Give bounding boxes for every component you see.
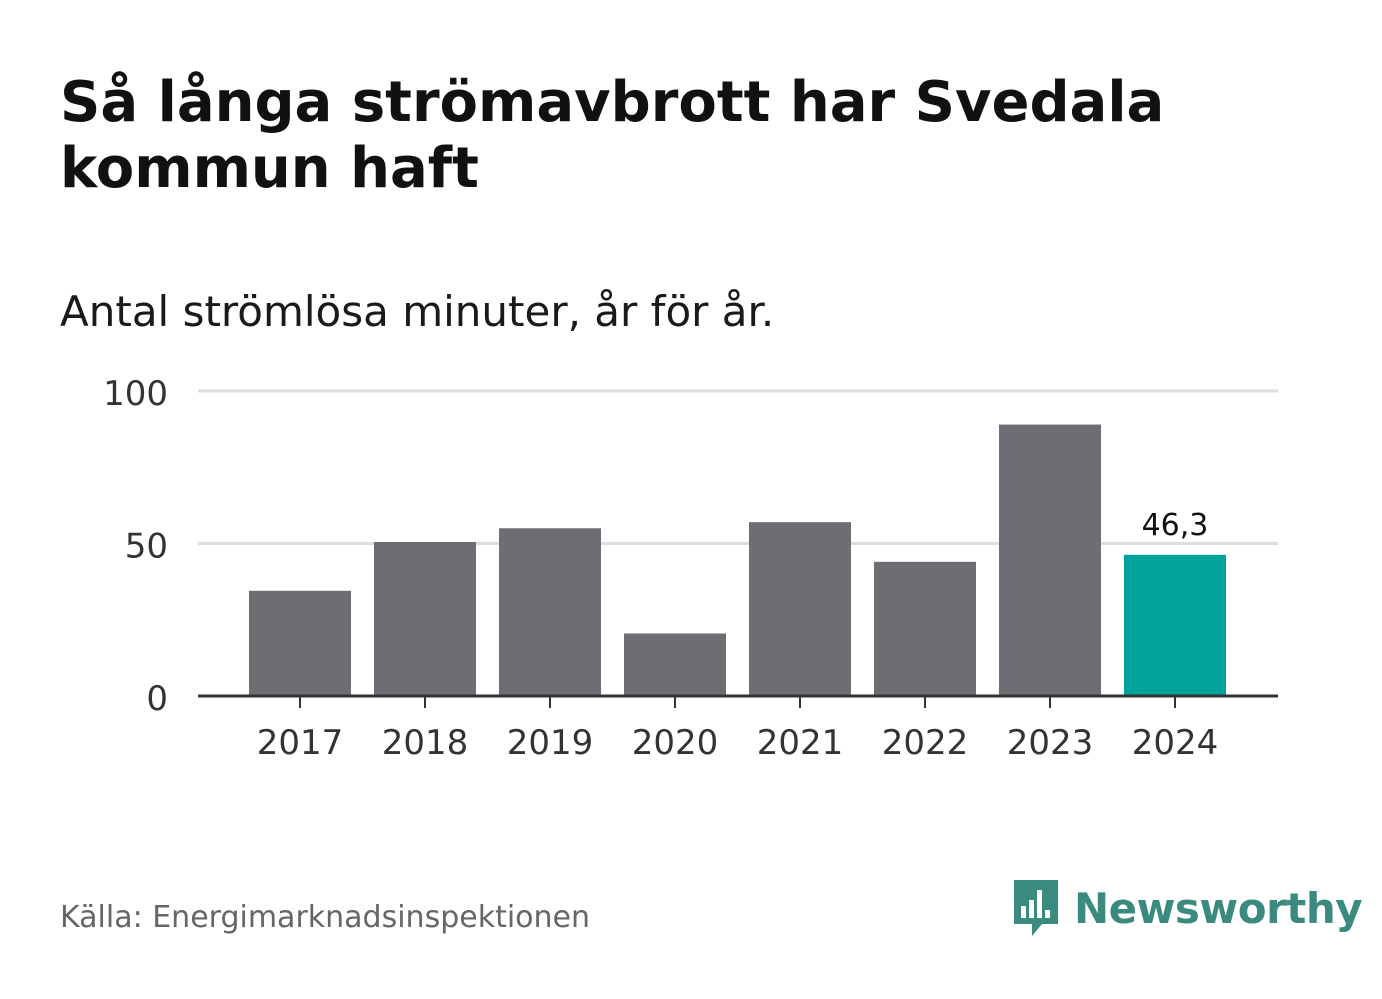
x-tick-label: 2021 — [757, 723, 844, 763]
y-tick-label: 50 — [125, 527, 168, 567]
y-tick-label: 100 — [103, 374, 168, 414]
x-tick-label: 2018 — [382, 723, 469, 763]
brand-logo: Newsworthy — [1010, 876, 1362, 940]
y-tick-label: 0 — [146, 679, 168, 719]
bar — [999, 425, 1101, 696]
bar — [499, 528, 601, 696]
bar — [624, 633, 726, 696]
data-label: 46,3 — [1142, 508, 1209, 543]
x-tick-label: 2024 — [1132, 723, 1219, 763]
bar — [374, 542, 476, 696]
x-tick-label: 2019 — [507, 723, 594, 763]
bar-highlight — [1124, 555, 1226, 696]
bar-chart-speech-bubble-icon — [1010, 876, 1062, 940]
bar-chart: 0 50 100 46,3 2017 2018 2019 2020 2021 2022 2023 20… — [0, 0, 1382, 999]
source-note: Källa: Energimarknadsinspektionen — [60, 900, 590, 935]
x-tick-label: 2023 — [1007, 723, 1094, 763]
bar — [749, 522, 851, 696]
x-tick-label: 2020 — [632, 723, 719, 763]
bar — [874, 562, 976, 696]
x-tick-label: 2022 — [882, 723, 969, 763]
brand-name: Newsworthy — [1074, 884, 1362, 933]
bar — [249, 591, 351, 696]
x-tick-label: 2017 — [257, 723, 344, 763]
